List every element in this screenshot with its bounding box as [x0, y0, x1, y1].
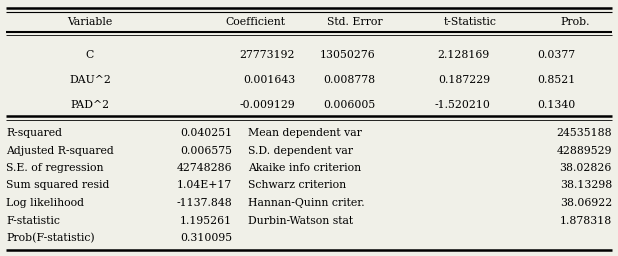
Text: Log likelihood: Log likelihood: [6, 198, 84, 208]
Text: Std. Error: Std. Error: [327, 17, 383, 27]
Text: 1.195261: 1.195261: [180, 216, 232, 226]
Text: Prob(F-statistic): Prob(F-statistic): [6, 233, 95, 243]
Text: Variable: Variable: [67, 17, 112, 27]
Text: F-statistic: F-statistic: [6, 216, 60, 226]
Text: Hannan-Quinn criter.: Hannan-Quinn criter.: [248, 198, 365, 208]
Text: C: C: [86, 50, 94, 60]
Text: 42748286: 42748286: [176, 163, 232, 173]
Text: -1.520210: -1.520210: [434, 100, 490, 110]
Text: 0.0377: 0.0377: [537, 50, 575, 60]
Text: -1137.848: -1137.848: [176, 198, 232, 208]
Text: 1.878318: 1.878318: [560, 216, 612, 226]
Text: 1.04E+17: 1.04E+17: [177, 180, 232, 190]
Text: R-squared: R-squared: [6, 128, 62, 138]
Text: 38.06922: 38.06922: [560, 198, 612, 208]
Text: Schwarz criterion: Schwarz criterion: [248, 180, 346, 190]
Text: 42889529: 42889529: [556, 145, 612, 155]
Text: Akaike info criterion: Akaike info criterion: [248, 163, 361, 173]
Text: 24535188: 24535188: [556, 128, 612, 138]
Text: 0.006575: 0.006575: [180, 145, 232, 155]
Text: 0.001643: 0.001643: [243, 75, 295, 85]
Text: DAU^2: DAU^2: [69, 75, 111, 85]
Text: 38.13298: 38.13298: [560, 180, 612, 190]
Text: 27773192: 27773192: [240, 50, 295, 60]
Text: 0.040251: 0.040251: [180, 128, 232, 138]
Text: Coefficient: Coefficient: [225, 17, 285, 27]
Text: t-Statistic: t-Statistic: [444, 17, 496, 27]
Text: 0.008778: 0.008778: [323, 75, 375, 85]
Text: Mean dependent var: Mean dependent var: [248, 128, 362, 138]
Text: PAD^2: PAD^2: [70, 100, 109, 110]
Text: 13050276: 13050276: [320, 50, 375, 60]
Text: -0.009129: -0.009129: [239, 100, 295, 110]
Text: 0.187229: 0.187229: [438, 75, 490, 85]
Text: 0.310095: 0.310095: [180, 233, 232, 243]
Text: S.E. of regression: S.E. of regression: [6, 163, 103, 173]
Text: Prob.: Prob.: [561, 17, 590, 27]
Text: S.D. dependent var: S.D. dependent var: [248, 145, 353, 155]
Text: Adjusted R-squared: Adjusted R-squared: [6, 145, 114, 155]
Text: 0.1340: 0.1340: [537, 100, 575, 110]
Text: 0.006005: 0.006005: [323, 100, 375, 110]
Text: Sum squared resid: Sum squared resid: [6, 180, 109, 190]
Text: Durbin-Watson stat: Durbin-Watson stat: [248, 216, 353, 226]
Text: 38.02826: 38.02826: [560, 163, 612, 173]
Text: 0.8521: 0.8521: [537, 75, 575, 85]
Text: 2.128169: 2.128169: [438, 50, 490, 60]
